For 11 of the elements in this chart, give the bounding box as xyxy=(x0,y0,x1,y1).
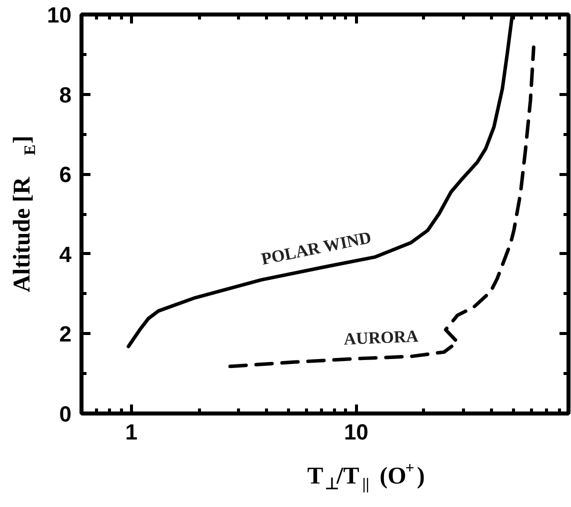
y-tick-label: 0 xyxy=(59,402,72,426)
y-axis-title: Altitude [RE] xyxy=(10,136,39,292)
y-tick-label: 6 xyxy=(59,162,72,188)
y-tick-label: 2 xyxy=(59,322,72,347)
x-axis-title: T⊥/T|| (O+) xyxy=(307,460,425,493)
y-tick-label: 10 xyxy=(47,2,72,28)
y-tick-label: 8 xyxy=(59,82,72,108)
annotation: POLAR WIND xyxy=(260,228,373,269)
x-tick-label: 1 xyxy=(125,420,138,444)
y-tick-label: 4 xyxy=(59,242,72,267)
annotation: AURORA xyxy=(343,326,420,349)
